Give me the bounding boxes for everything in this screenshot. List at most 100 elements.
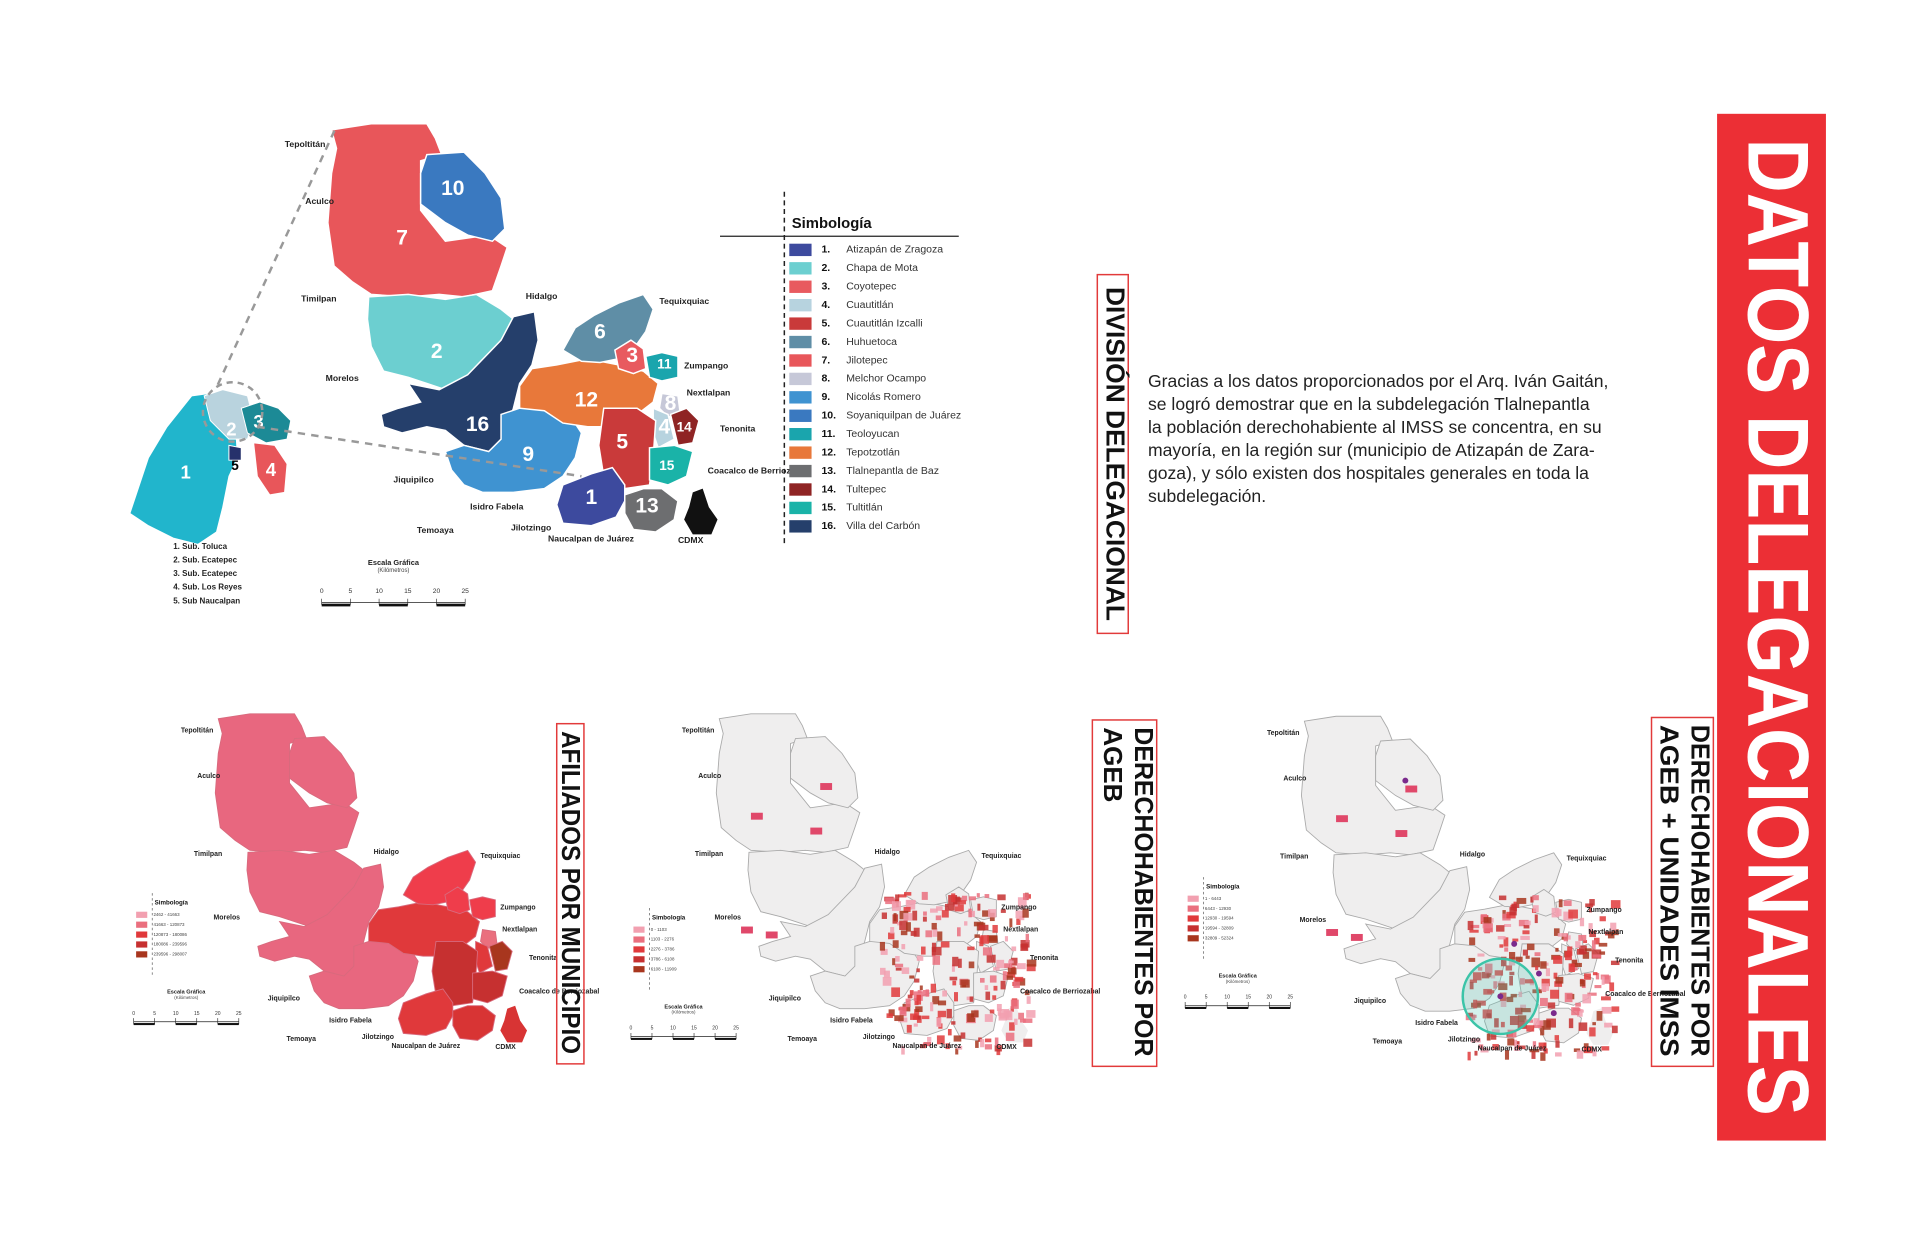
ageb-patch (1472, 972, 1482, 981)
ageb-patch (975, 1040, 979, 1048)
ageb-patch (914, 978, 920, 983)
region-number: 2 (431, 340, 443, 363)
place-label: Tequixquiac (1567, 856, 1607, 863)
place-label: Naucalpan de Juárez (391, 1043, 460, 1050)
municipality (644, 351, 679, 382)
ageb-patch (1468, 957, 1476, 962)
legend-number: 8. (821, 373, 830, 385)
ageb-patch (900, 930, 908, 936)
ageb-patch (1395, 830, 1408, 837)
ageb-patch (906, 1024, 912, 1033)
section-heading: DERECHOHABIENTES POR (1129, 727, 1159, 1056)
legend-title: Simbología (155, 900, 189, 907)
place-label: Naucalpan de Juárez (548, 534, 635, 544)
municipality (790, 736, 859, 809)
place-label: Tepoltitán (181, 727, 213, 734)
ageb-patch (932, 955, 941, 965)
paragraph: Gracias a los datos proporcionados por e… (1148, 371, 1608, 506)
ageb-patch (1520, 1004, 1527, 1011)
place-label: Zumpango (1586, 907, 1621, 914)
ageb-patch (951, 893, 956, 903)
ageb-patch (1531, 1051, 1536, 1059)
place-label: Tepoltitán (1267, 730, 1299, 737)
ageb-patch (976, 893, 980, 898)
inset-legend-item: 3. Sub. Ecatepec (173, 569, 237, 578)
ageb-patch (1025, 933, 1029, 943)
ageb-patch (1603, 975, 1611, 984)
legend-range: 6108 - 11909 (651, 966, 677, 971)
region-number: 16 (466, 413, 489, 436)
ageb-patch (882, 976, 892, 986)
place-label: Morelos (1300, 917, 1327, 924)
ageb-patch (1599, 916, 1606, 922)
ageb-patch (1518, 919, 1529, 927)
legend-swatch (633, 926, 645, 933)
ageb-patch (903, 913, 912, 921)
ageb-patch (888, 1009, 895, 1017)
municipality (397, 988, 454, 1036)
ageb-patch (954, 992, 958, 1002)
ageb-patch (913, 1023, 918, 1027)
place-label: Hidalgo (1460, 852, 1485, 859)
zoom-line (216, 125, 338, 386)
ageb-patch (1568, 909, 1578, 919)
place-label: CDMX (678, 535, 704, 545)
ageb-patch (1006, 975, 1014, 980)
ageb-patch (994, 1045, 1002, 1052)
scale-tick-label: 15 (194, 1011, 200, 1017)
ageb-patch (1004, 963, 1011, 969)
place-label: Tenonita (1030, 955, 1058, 962)
ageb-patch (1546, 1018, 1556, 1028)
legend: Simbología 1. Atizapán de Zragoza 2. Chapa d… (720, 191, 961, 545)
place-label: Aculco (698, 773, 721, 780)
region-number: 9 (522, 443, 534, 466)
region-number: 5 (616, 430, 628, 453)
legend-swatch (789, 501, 812, 515)
ageb-patch (1498, 983, 1508, 991)
ageb-patch (1601, 976, 1605, 985)
scale-tick-label: 15 (1245, 995, 1251, 1001)
place-label: Isidro Fabela (329, 1017, 372, 1024)
ageb-patch (1609, 982, 1615, 992)
legend-name: Nicolás Romero (846, 391, 921, 403)
legend-number: 11. (821, 428, 835, 440)
ageb-patch (1504, 947, 1509, 952)
ageb-patch (1503, 937, 1509, 947)
heading-box (1650, 716, 1715, 1068)
ageb-patch (997, 1008, 1001, 1016)
legend-swatch (136, 931, 148, 938)
municipality (648, 444, 694, 486)
ageb-patch (1016, 963, 1026, 970)
ageb-patch (1540, 1052, 1546, 1061)
ageb-patch (892, 958, 896, 966)
ageb-patch (1535, 965, 1539, 971)
ageb-patch (1524, 920, 1531, 926)
ageb-patch (1000, 909, 1006, 913)
ageb-patch (1533, 1018, 1540, 1026)
legend-swatch (1187, 905, 1199, 912)
ageb-patch (980, 977, 985, 983)
ageb-patch (984, 1014, 993, 1022)
ageb-patch (957, 958, 962, 968)
inset-number: 2 (226, 418, 236, 439)
section-heading: AGEB + UNIDADES IMSS (1655, 725, 1685, 1057)
ageb-patch (1486, 1013, 1491, 1017)
ageb-patch (1573, 962, 1582, 968)
place-label: Hidalgo (526, 291, 558, 301)
ageb-patch (1509, 907, 1517, 916)
legend-swatch (136, 911, 148, 918)
ageb-patch (1612, 929, 1619, 936)
place-label: CDMX (495, 1044, 516, 1051)
scale-tick-label: 5 (349, 588, 353, 595)
ageb-patch (959, 900, 966, 905)
ageb-patch (1526, 1025, 1535, 1032)
ageb-patch (921, 946, 926, 955)
ageb-patch (880, 948, 888, 955)
paragraph-line: goza), y sólo existen dos hospitales gen… (1148, 463, 1589, 483)
scale-tick-label: 0 (320, 588, 324, 595)
title-bar (1717, 113, 1826, 1141)
ageb-patch (883, 970, 890, 978)
legend-number: 7. (821, 354, 830, 366)
ageb-patch (894, 1015, 904, 1022)
